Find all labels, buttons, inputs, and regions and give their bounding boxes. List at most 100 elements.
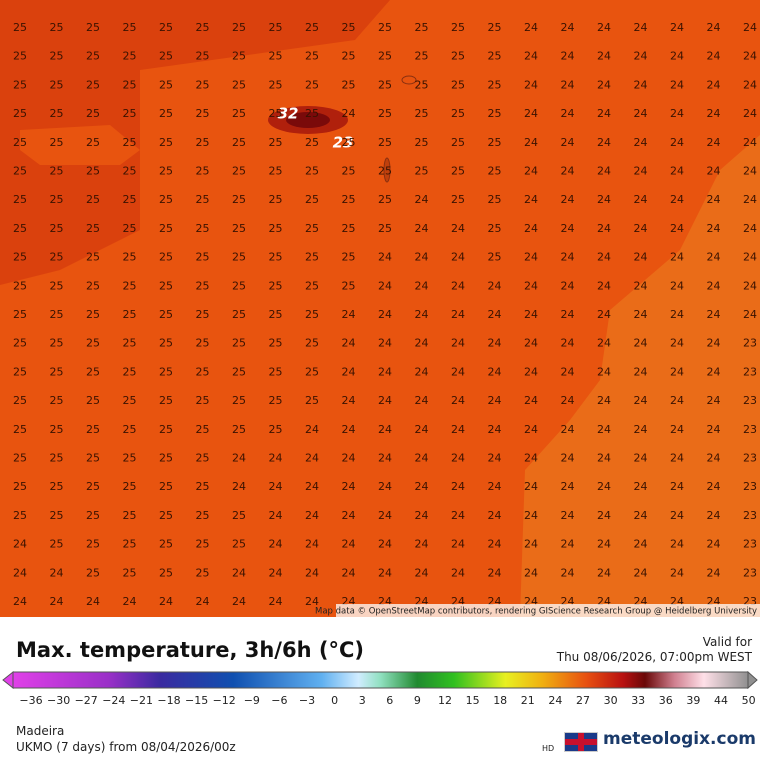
grid-value: 25 [232,251,246,264]
grid-value: 25 [86,136,100,149]
grid-value: 25 [232,394,246,407]
grid-value: 25 [342,136,356,149]
grid-value: 25 [123,394,137,407]
grid-value: 25 [159,509,173,522]
grid-value: 25 [196,308,210,321]
grid-value: 25 [13,165,27,178]
grid-value: 25 [305,279,319,292]
colorbar-tick-label: 18 [493,694,507,707]
grid-value: 25 [159,222,173,235]
grid-value: 24 [451,308,465,321]
grid-value: 25 [13,509,27,522]
grid-value: 25 [196,222,210,235]
grid-value: 24 [707,452,721,465]
grid-value: 25 [196,21,210,34]
grid-value: 25 [269,394,283,407]
hd-label[interactable]: HD [542,744,555,753]
grid-value: 24 [670,365,684,378]
grid-value: 25 [305,136,319,149]
grid-value: 24 [451,394,465,407]
grid-value: 24 [415,251,429,264]
grid-value: 24 [524,50,538,63]
colorbar-tick-label: 12 [438,694,452,707]
colorbar-tick-label: −18 [157,694,180,707]
grid-value: 24 [524,423,538,436]
grid-value: 25 [13,279,27,292]
grid-value: 24 [415,337,429,350]
grid-value: 24 [707,566,721,579]
grid-value: 24 [488,423,502,436]
grid-value: 24 [378,452,392,465]
colorbar-tick-label: 36 [659,694,673,707]
grid-value: 24 [561,394,575,407]
grid-value: 24 [488,279,502,292]
grid-value: 25 [50,365,64,378]
grid-value: 24 [707,136,721,149]
grid-value: 24 [561,136,575,149]
grid-value: 25 [305,337,319,350]
grid-value: 25 [305,308,319,321]
grid-value: 25 [123,308,137,321]
title: Max. temperature, 3h/6h (°C) [16,638,364,662]
grid-value: 25 [415,165,429,178]
grid-value: 24 [634,136,648,149]
grid-value: 24 [524,279,538,292]
grid-value: 25 [50,509,64,522]
grid-value: 25 [159,365,173,378]
grid-value: 24 [123,595,137,608]
grid-value: 24 [561,50,575,63]
grid-value: 24 [670,50,684,63]
grid-value: 24 [707,337,721,350]
contour-label: 23 [333,134,354,152]
grid-value: 24 [561,78,575,91]
grid-value: 24 [597,136,611,149]
value-grid: 25 25 25 25 25 25 25 25 25 25 25 25 25 25 24 24 24 24 24 24… [13,21,757,608]
grid-value: 25 [232,78,246,91]
grid-value: 24 [451,452,465,465]
grid-value: 25 [123,78,137,91]
colorbar-tick-label: 21 [521,694,535,707]
grid-value: 24 [670,538,684,551]
flag-icon[interactable] [564,732,598,752]
grid-value: 25 [196,78,210,91]
grid-value: 24 [342,452,356,465]
grid-value: 25 [86,365,100,378]
grid-value: 25 [196,538,210,551]
grid-value: 24 [707,365,721,378]
grid-value: 25 [50,480,64,493]
grid-value: 24 [634,337,648,350]
grid-value: 24 [342,365,356,378]
grid-value: 24 [670,165,684,178]
brand[interactable]: meteologix.com [603,729,756,749]
grid-value: 24 [378,279,392,292]
grid-value: 24 [634,78,648,91]
grid-value: 24 [378,538,392,551]
colorbar-tick-label: 24 [548,694,562,707]
grid-value: 25 [269,279,283,292]
grid-value: 25 [342,21,356,34]
grid-value: 25 [159,165,173,178]
grid-value: 25 [159,423,173,436]
grid-value: 25 [232,279,246,292]
grid-value: 24 [451,222,465,235]
grid-value: 24 [269,480,283,493]
grid-value: 25 [451,107,465,120]
grid-value: 25 [123,566,137,579]
grid-value: 24 [707,50,721,63]
grid-value: 24 [415,394,429,407]
grid-value: 25 [159,107,173,120]
grid-value: 24 [707,308,721,321]
colorbar-tick-label: 33 [631,694,645,707]
grid-value: 25 [232,165,246,178]
island-heat-core [286,112,330,128]
grid-value: 24 [13,595,27,608]
grid-value: 24 [488,452,502,465]
grid-value: 25 [196,337,210,350]
colorbar-tick-label: 15 [466,694,480,707]
grid-value: 24 [524,365,538,378]
colorbar-ticks: −36 −30 −27 −24 −21 −18 −15 −12 −9 −6 −3 0 3 6 9 12 15 18… [19,694,755,707]
grid-value: 25 [123,480,137,493]
grid-value: 24 [451,538,465,551]
grid-value: 24 [597,21,611,34]
